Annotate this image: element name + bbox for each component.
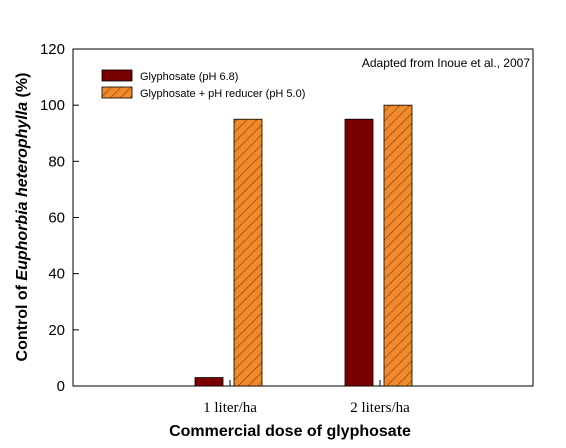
y-tick-label: 100	[40, 97, 65, 114]
legend-label-series-1: Glyphosate (pH 6.8)	[140, 71, 238, 83]
x-axis: 1 liter/ha 2 liters/ha	[203, 380, 410, 416]
y-tick-label: 40	[48, 266, 65, 283]
legend-swatch-series-2	[101, 86, 133, 99]
legend-label-series-2: Glyphosate + pH reducer (pH 5.0)	[140, 88, 305, 100]
x-tick-label: 2 liters/ha	[350, 400, 410, 416]
y-axis-title: Control of Euphorbia heterophylla (%)	[14, 73, 31, 362]
bars	[194, 104, 413, 387]
source-annotation: Adapted from Inoue et al., 2007	[362, 56, 530, 70]
y-tick-label: 120	[40, 41, 65, 58]
y-tick-label: 0	[57, 378, 65, 395]
bar-series-2-two-liters	[383, 104, 413, 387]
y-tick-label: 80	[48, 153, 65, 170]
y-axis: 0 20 40 60 80 100 120	[40, 41, 79, 395]
x-tick-label: 1 liter/ha	[203, 400, 257, 416]
y-tick-label: 20	[48, 322, 65, 339]
y-tick-label: 60	[48, 210, 65, 227]
x-axis-title: Commercial dose of glyphosate	[169, 423, 411, 440]
bar-series-2-one-liter	[233, 118, 263, 387]
legend: Glyphosate (pH 6.8) Glyphosate + pH redu…	[101, 69, 305, 100]
bar-series-1-one-liter	[194, 377, 224, 387]
legend-swatch-series-1	[101, 69, 133, 82]
bar-series-1-two-liters	[344, 118, 374, 387]
